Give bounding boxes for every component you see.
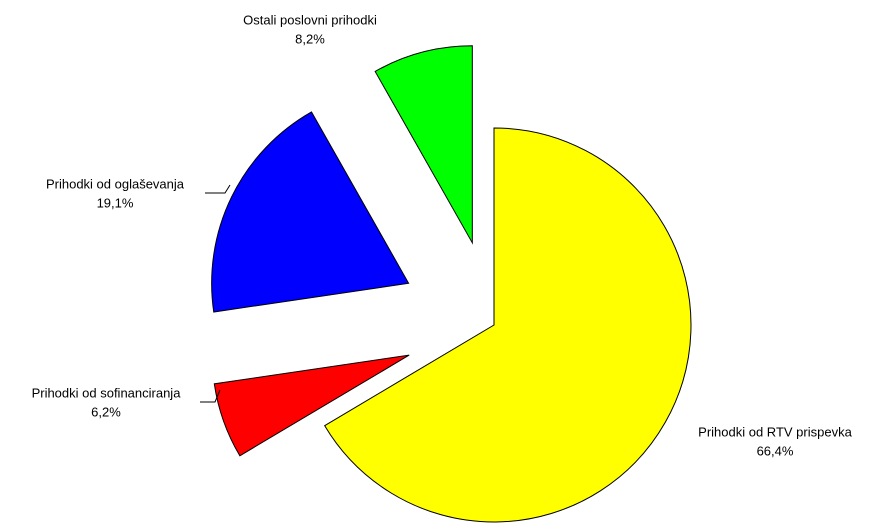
slice-label: Prihodki od RTV prispevka xyxy=(698,424,852,439)
slice-value-label: 19,1% xyxy=(97,195,134,210)
pie-slice xyxy=(374,45,473,245)
leader-line xyxy=(205,184,231,194)
pie-slice xyxy=(211,111,410,313)
pie-slice xyxy=(323,127,692,523)
slice-value-label: 8,2% xyxy=(295,31,325,46)
slice-label: Ostali poslovni prihodki xyxy=(243,12,377,27)
slice-value-label: 6,2% xyxy=(91,404,121,419)
slice-label: Prihodki od sofinanciranja xyxy=(32,385,182,400)
pie-slice xyxy=(213,354,410,457)
leader-line xyxy=(200,389,221,403)
slice-value-label: 66,4% xyxy=(757,443,794,458)
slice-label: Prihodki od oglaševanja xyxy=(46,176,185,191)
